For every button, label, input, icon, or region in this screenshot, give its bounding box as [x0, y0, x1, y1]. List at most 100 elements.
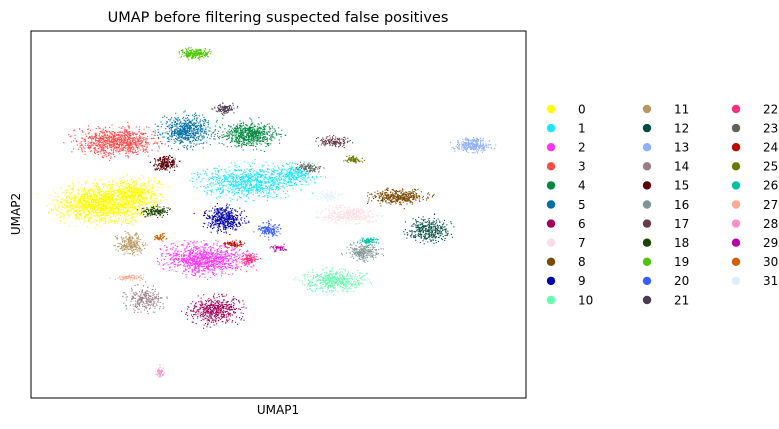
data-point [119, 138, 121, 140]
data-point [85, 135, 87, 137]
data-point [185, 268, 187, 270]
data-point [79, 142, 81, 144]
data-point [293, 173, 295, 175]
data-point [194, 273, 196, 275]
data-point [238, 250, 240, 252]
data-point [218, 182, 220, 184]
data-point [277, 187, 279, 189]
data-point [273, 185, 275, 187]
data-point [303, 175, 305, 177]
data-point [307, 183, 309, 185]
data-point [177, 254, 179, 256]
data-point [262, 188, 264, 190]
data-point [70, 206, 72, 208]
data-point [250, 183, 252, 185]
data-point [83, 187, 85, 189]
data-point [172, 258, 174, 260]
data-point [117, 187, 119, 189]
data-point [200, 186, 202, 188]
data-point [63, 191, 65, 193]
data-point [90, 145, 92, 147]
data-point [118, 197, 120, 199]
data-point [84, 197, 86, 199]
data-point [129, 180, 131, 182]
data-point [78, 207, 80, 209]
data-point [231, 259, 233, 261]
data-point [197, 256, 199, 258]
data-point [99, 144, 101, 146]
data-point [109, 181, 111, 183]
data-point [128, 183, 130, 185]
data-point [63, 214, 65, 216]
data-point [141, 133, 143, 135]
data-point [130, 213, 132, 215]
data-point [79, 196, 81, 198]
data-point [113, 136, 115, 138]
data-point [107, 135, 109, 137]
data-point [74, 138, 76, 140]
data-point [105, 221, 107, 223]
data-point [121, 190, 123, 192]
data-point [111, 133, 113, 135]
data-point [118, 131, 120, 133]
data-point [222, 256, 224, 258]
data-point [107, 143, 109, 145]
data-point [140, 143, 142, 145]
data-point [131, 224, 133, 226]
data-point [86, 194, 88, 196]
data-point [292, 167, 294, 169]
data-point [246, 189, 248, 191]
data-point [126, 180, 128, 182]
data-point [256, 188, 258, 190]
data-point [270, 174, 272, 176]
data-point [246, 185, 248, 187]
data-point [211, 191, 213, 193]
data-point [109, 207, 111, 209]
data-point [109, 188, 111, 190]
data-point [284, 187, 286, 189]
data-point [136, 199, 138, 201]
data-point [85, 133, 87, 135]
data-point [279, 182, 281, 184]
data-point [133, 181, 135, 183]
data-point [124, 129, 126, 131]
data-point [99, 205, 101, 207]
data-point [141, 137, 143, 139]
data-point [83, 204, 85, 206]
data-point [128, 195, 130, 197]
data-point [99, 197, 101, 199]
data-point [142, 176, 144, 178]
data-point [121, 183, 123, 185]
data-point [96, 145, 98, 147]
data-point [81, 183, 83, 185]
data-point [94, 186, 96, 188]
data-point [251, 186, 253, 188]
data-point [68, 185, 70, 187]
data-point [206, 258, 208, 260]
data-point [74, 198, 76, 200]
data-point [103, 195, 105, 197]
data-point [110, 206, 112, 208]
data-point [193, 254, 195, 256]
data-point [220, 254, 222, 256]
data-point [195, 262, 197, 264]
data-point [179, 264, 181, 266]
data-point [276, 179, 278, 181]
data-point [64, 222, 66, 224]
data-point [157, 143, 159, 145]
data-point [225, 178, 227, 180]
data-point [132, 151, 134, 153]
data-point [291, 174, 293, 176]
data-point [134, 188, 136, 190]
data-point [86, 206, 88, 208]
data-point [111, 132, 113, 134]
data-point [185, 276, 187, 278]
data-point [240, 268, 242, 270]
data-point [279, 187, 281, 189]
data-point [189, 256, 191, 258]
data-point [192, 252, 194, 254]
data-point [91, 186, 93, 188]
data-point [93, 196, 95, 198]
data-point [288, 175, 290, 177]
data-point [53, 199, 55, 201]
